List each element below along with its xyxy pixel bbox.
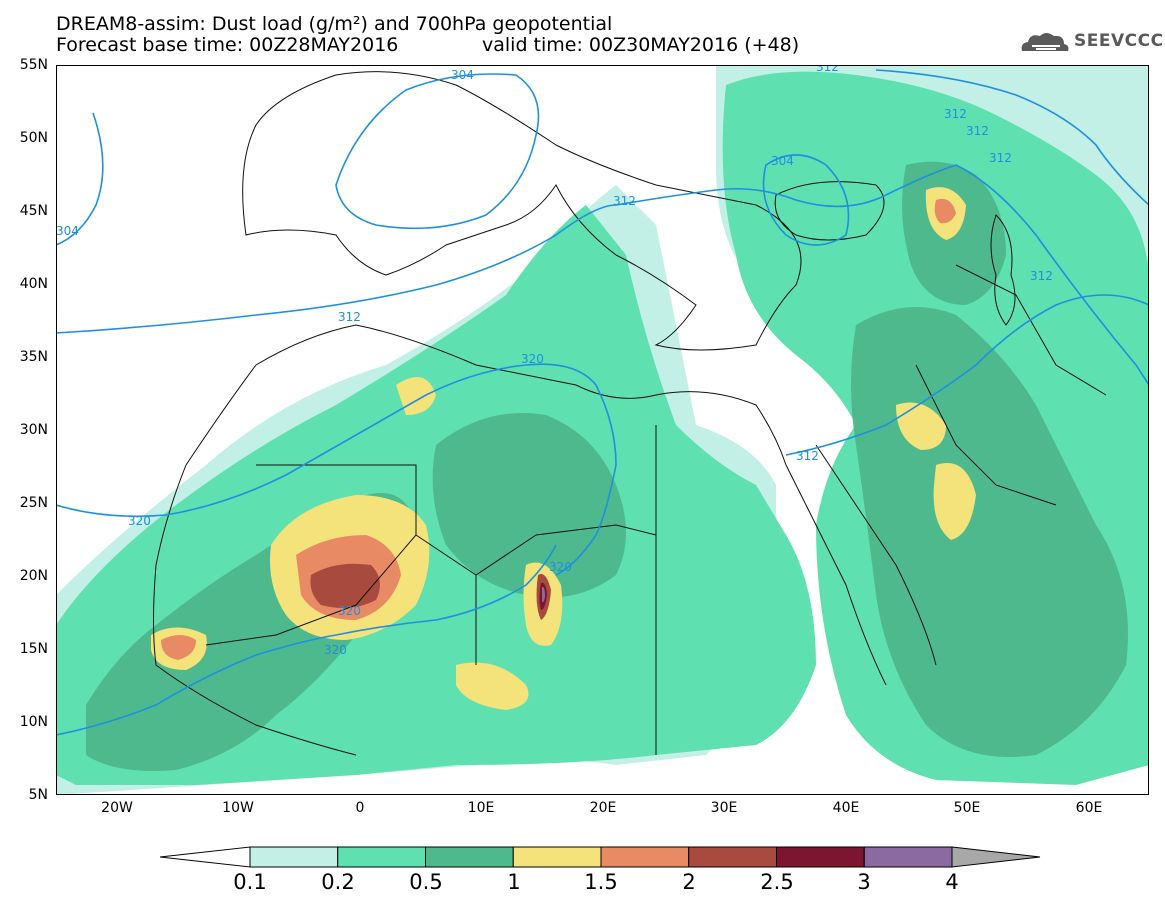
coastline-north-africa [185,324,787,466]
contour-label-312-c: 312 [989,151,1012,165]
contour-label-312-b: 312 [966,124,989,138]
lon-label-50e: 50E [953,800,981,816]
colorbar-label-2: 2 [682,870,696,894]
lon-label-10w: 10W [222,800,254,816]
lat-label-30n: 30N [19,422,48,438]
contour-label-320-niger: 320 [338,604,361,618]
contour-label-304-top: 304 [451,68,474,82]
colorbar-label-0-1: 0.1 [233,870,267,894]
lat-label-10n: 10N [19,714,48,730]
caspian-sea [990,214,1016,326]
colorbar-cell [425,846,514,868]
dust-load-map: 304 304 312 304 312 312 312 312 312 312 … [56,65,1149,795]
colorbar-cell [863,846,953,868]
lon-label-40e: 40E [832,800,860,816]
coastline-west-africa [153,464,357,756]
lat-label-15n: 15N [19,641,48,657]
contour-label-312-topright: 312 [816,65,839,74]
contour-label-304-left: 304 [56,224,79,238]
contour-label-304-caspian: 304 [771,154,794,168]
border-lines [205,264,1107,755]
lat-label-55n: 55N [19,57,48,73]
colorbar-label-0-2: 0.2 [321,870,355,894]
contour-320-south [56,544,557,736]
lat-label-5n: 5N [28,787,48,803]
dust-region-yellow-sudan [456,662,529,710]
colorbar-label-4: 4 [945,870,959,894]
dust-region-yellow-libya [396,377,436,415]
valid-time: valid time: 00Z30MAY2016 (+48) [482,34,800,56]
lon-label-60e: 60E [1075,800,1103,816]
coastline-europe [242,71,802,351]
colorbar-cell [776,846,865,868]
dust-region-brown-mali [310,563,380,609]
colorbar-label-1: 1 [507,870,521,894]
lat-label-50n: 50N [19,130,48,146]
colorbar-high-arrow [951,846,1041,868]
contour-320 [56,363,617,576]
lat-label-25n: 25N [19,495,48,511]
black-sea [774,181,885,241]
colorbar-cell [337,846,426,868]
lon-label-20e: 20E [589,800,617,816]
lon-label-30e: 30E [710,800,738,816]
lat-label-20n: 20N [19,568,48,584]
colorbar-label-2-5: 2.5 [760,870,794,894]
lon-label-20w: 20W [101,800,133,816]
colorbar-label-3: 3 [857,870,871,894]
logo-text: SEEVCCC [1074,31,1164,51]
contour-312-iran [785,294,1149,456]
contour-label-312-egypt: 312 [796,449,819,463]
lon-label-10e: 10E [467,800,495,816]
contour-label-320-chad: 320 [549,560,572,574]
lat-label-45n: 45N [19,203,48,219]
forecast-base-time: Forecast base time: 00Z28MAY2016 [56,34,399,56]
contour-label-320-libya: 320 [521,352,544,366]
colorbar-cell [249,846,339,868]
contour-label-320-wsahara: 320 [128,514,151,528]
lat-label-40n: 40N [19,276,48,292]
colorbar [160,846,1041,868]
contour-312 [56,164,1149,386]
colorbar-cell [600,846,690,868]
colorbar-label-1-5: 1.5 [584,870,618,894]
dust-region-yellow-iraq [896,402,946,450]
map-frame [56,65,1149,795]
contour-304-europe [335,73,540,230]
dust-region-orange-caucasus [934,198,956,224]
contour-label-320-mali: 320 [324,643,347,657]
colorbar-cell [512,846,602,868]
contour-label-312-spain: 312 [338,310,361,324]
colorbar-cell [688,846,777,868]
dust-region-purple-chad [542,586,545,603]
cloud-icon [1021,33,1069,51]
lon-label-0: 0 [355,800,365,816]
contour-304-left [56,112,104,246]
contour-label-312-iran: 312 [1030,269,1053,283]
contour-label-312-italy: 312 [613,194,636,208]
dust-region-dark-central [432,413,626,598]
contour-label-312-a: 312 [944,107,967,121]
lat-label-35n: 35N [19,349,48,365]
contour-304-caspian [762,154,850,246]
map-title: DREAM8-assim: Dust load (g/m²) and 700hP… [56,13,613,35]
dust-region-orange-westafrica [161,635,196,660]
dust-region-yellow-saudi [933,463,976,540]
red-sea-coast [785,444,937,686]
colorbar-label-0-5: 0.5 [409,870,443,894]
contour-312-top [875,69,1149,206]
colorbar-low-arrow [160,846,251,868]
